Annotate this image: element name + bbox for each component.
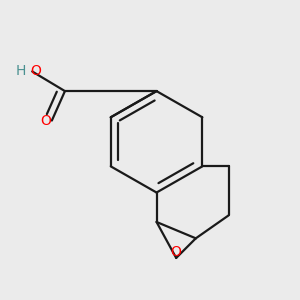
Text: O: O — [31, 64, 42, 79]
Text: O: O — [40, 114, 51, 128]
Text: H: H — [16, 64, 26, 79]
Text: O: O — [171, 245, 182, 259]
